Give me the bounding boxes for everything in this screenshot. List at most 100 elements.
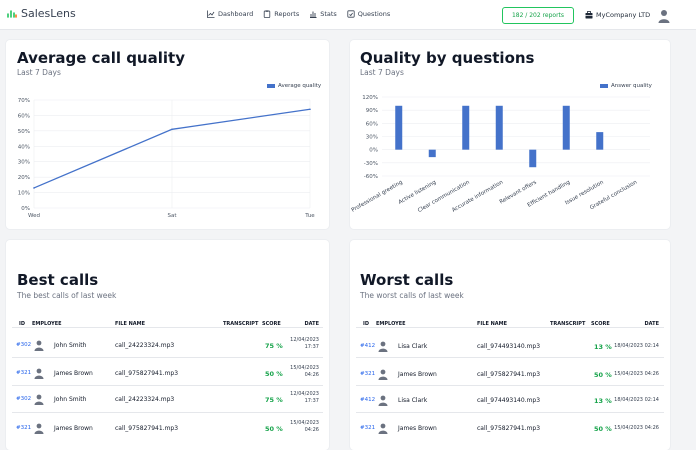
column-header-employee[interactable]: EMPLOYEE — [32, 321, 62, 327]
table-row[interactable]: #321 James Brown call_975827941.mp3 50 % 15/… — [350, 416, 670, 444]
table-row[interactable]: #412 Lisa Clark call_974493140.mp3 13 % 18/0… — [350, 334, 670, 362]
logo-icon — [7, 9, 17, 18]
call-time-line: 17:37 — [304, 398, 319, 404]
nav-questions-label: Questions — [357, 10, 391, 18]
column-header-score[interactable]: SCORE — [591, 321, 610, 327]
logo[interactable]: SalesLens — [6, 7, 76, 20]
row-divider — [356, 327, 664, 328]
call-id-link[interactable]: #412 — [360, 397, 376, 403]
employee-avatar-icon — [34, 340, 44, 351]
quality-by-questions-bar-chart: 120% 90% 60% 30% 0% -30% -60%Professional gree… — [351, 95, 650, 214]
brand-name: SalesLens — [21, 7, 76, 20]
main-nav: Dashboard Reports Stats Questions — [207, 10, 400, 18]
column-header-score[interactable]: SCORE — [262, 321, 281, 327]
worst-calls-title: Worst calls — [360, 271, 454, 289]
score-value: 50 % — [594, 371, 612, 379]
call-date: 15/04/2023 04:26 — [614, 425, 659, 432]
bar-1 — [428, 149, 436, 158]
score-value: 50 % — [594, 425, 612, 433]
file-name[interactable]: call_24223324.mp3 — [115, 396, 175, 403]
y-tick-label: -30% — [364, 161, 378, 167]
score-value: 50 % — [265, 370, 283, 378]
avg-chart-legend: Average quality — [267, 83, 321, 89]
call-date: 12/04/2023 17:37 — [290, 391, 319, 405]
table-row[interactable]: #302 John Smith call_24223324.mp3 75 % 12/04… — [6, 333, 329, 361]
y-tick-label: 20% — [18, 175, 30, 181]
legend-swatch — [600, 84, 608, 88]
column-header-transcript[interactable]: TRANSCRIPT — [550, 321, 586, 327]
y-tick-label: 30% — [18, 160, 30, 166]
qbq-card-title: Quality by questions — [360, 49, 535, 67]
call-date: 18/04/2023 02:14 — [614, 343, 659, 350]
column-header-file[interactable]: FILE NAME — [115, 321, 146, 327]
column-header-date[interactable]: DATE — [304, 321, 319, 327]
file-name[interactable]: call_975827941.mp3 — [477, 371, 541, 378]
call-id-link[interactable]: #302 — [16, 396, 32, 402]
column-header-transcript[interactable]: TRANSCRIPT — [223, 321, 259, 327]
call-id-link[interactable]: #321 — [16, 425, 32, 431]
y-tick-label: 120% — [362, 95, 378, 101]
quality-by-questions-card: Quality by questions Last 7 Days Answer … — [350, 40, 670, 229]
call-id-link[interactable]: #321 — [360, 425, 376, 431]
call-date: 15/04/2023 04:26 — [614, 371, 659, 378]
chart-line-icon — [207, 10, 215, 18]
top-bar: SalesLens Dashboard Reports Stats Questi… — [0, 0, 696, 30]
call-time-line: 04:26 — [304, 427, 319, 433]
nav-stats[interactable]: Stats — [309, 10, 337, 18]
employee-name: James Brown — [54, 425, 93, 432]
employee-name: James Brown — [398, 425, 437, 432]
file-name[interactable]: call_975827941.mp3 — [115, 425, 179, 432]
call-id-link[interactable]: #412 — [360, 343, 376, 349]
bar-6 — [596, 132, 604, 150]
bar-chart-icon — [310, 11, 317, 18]
nav-reports[interactable]: Reports — [263, 10, 299, 18]
question-box-icon — [347, 10, 355, 18]
call-id-link[interactable]: #302 — [16, 342, 32, 348]
x-tick-label: Sat — [167, 213, 177, 219]
best-calls-title: Best calls — [17, 271, 99, 289]
y-tick-label: 60% — [18, 113, 30, 119]
table-row[interactable]: #321 James Brown call_975827941.mp3 50 % 15/… — [350, 362, 670, 390]
qbq-chart-legend: Answer quality — [600, 83, 652, 89]
employee-name: John Smith — [54, 342, 87, 349]
row-divider — [12, 385, 323, 386]
file-name[interactable]: call_975827941.mp3 — [477, 425, 541, 432]
column-header-id[interactable]: ID — [19, 321, 26, 327]
nav-dashboard[interactable]: Dashboard — [207, 10, 253, 18]
column-header-employee[interactable]: EMPLOYEE — [376, 321, 406, 327]
row-divider — [356, 385, 664, 386]
call-time-line: 04:26 — [304, 372, 319, 378]
table-row[interactable]: #321 James Brown call_975827941.mp3 50 % 15/… — [6, 361, 329, 389]
building-icon — [585, 11, 593, 19]
nav-reports-label: Reports — [274, 10, 300, 18]
y-tick-label: 90% — [366, 108, 378, 114]
column-header-date[interactable]: DATE — [644, 321, 659, 327]
call-date-line: 15/04/2023 04:26 — [614, 425, 659, 431]
column-header-file[interactable]: FILE NAME — [477, 321, 508, 327]
y-tick-label: -60% — [364, 174, 378, 180]
call-date: 15/04/2023 04:26 — [290, 420, 319, 434]
y-tick-label: 10% — [18, 191, 30, 197]
avg-card-title: Average call quality — [17, 49, 185, 67]
nav-questions[interactable]: Questions — [347, 10, 390, 18]
call-id-link[interactable]: #321 — [360, 371, 376, 377]
file-name[interactable]: call_975827941.mp3 — [115, 370, 179, 377]
employee-avatar-icon — [378, 341, 388, 352]
file-name[interactable]: call_24223324.mp3 — [115, 342, 175, 349]
file-name[interactable]: call_974493140.mp3 — [477, 343, 541, 350]
avg-card-subtitle: Last 7 Days — [17, 68, 61, 77]
table-row[interactable]: #412 Lisa Clark call_974493140.mp3 13 % 18/0… — [350, 388, 670, 416]
column-header-id[interactable]: ID — [363, 321, 370, 327]
x-tick-label: Wed — [28, 213, 40, 219]
company-selector[interactable]: MyCompany LTD — [585, 11, 650, 19]
table-row[interactable]: #321 James Brown call_975827941.mp3 50 % 15/… — [6, 416, 329, 444]
worst-calls-subtitle: The worst calls of last week — [360, 291, 464, 300]
best-calls-subtitle: The best calls of last week — [17, 291, 117, 300]
user-avatar-icon[interactable] — [658, 9, 670, 23]
call-id-link[interactable]: #321 — [16, 370, 32, 376]
employee-name: James Brown — [398, 371, 437, 378]
reports-count-button[interactable]: 182 / 202 reports — [502, 7, 574, 24]
data-point — [309, 108, 311, 111]
table-row[interactable]: #302 John Smith call_24223324.mp3 75 % 12/04… — [6, 387, 329, 415]
file-name[interactable]: call_974493140.mp3 — [477, 397, 541, 404]
